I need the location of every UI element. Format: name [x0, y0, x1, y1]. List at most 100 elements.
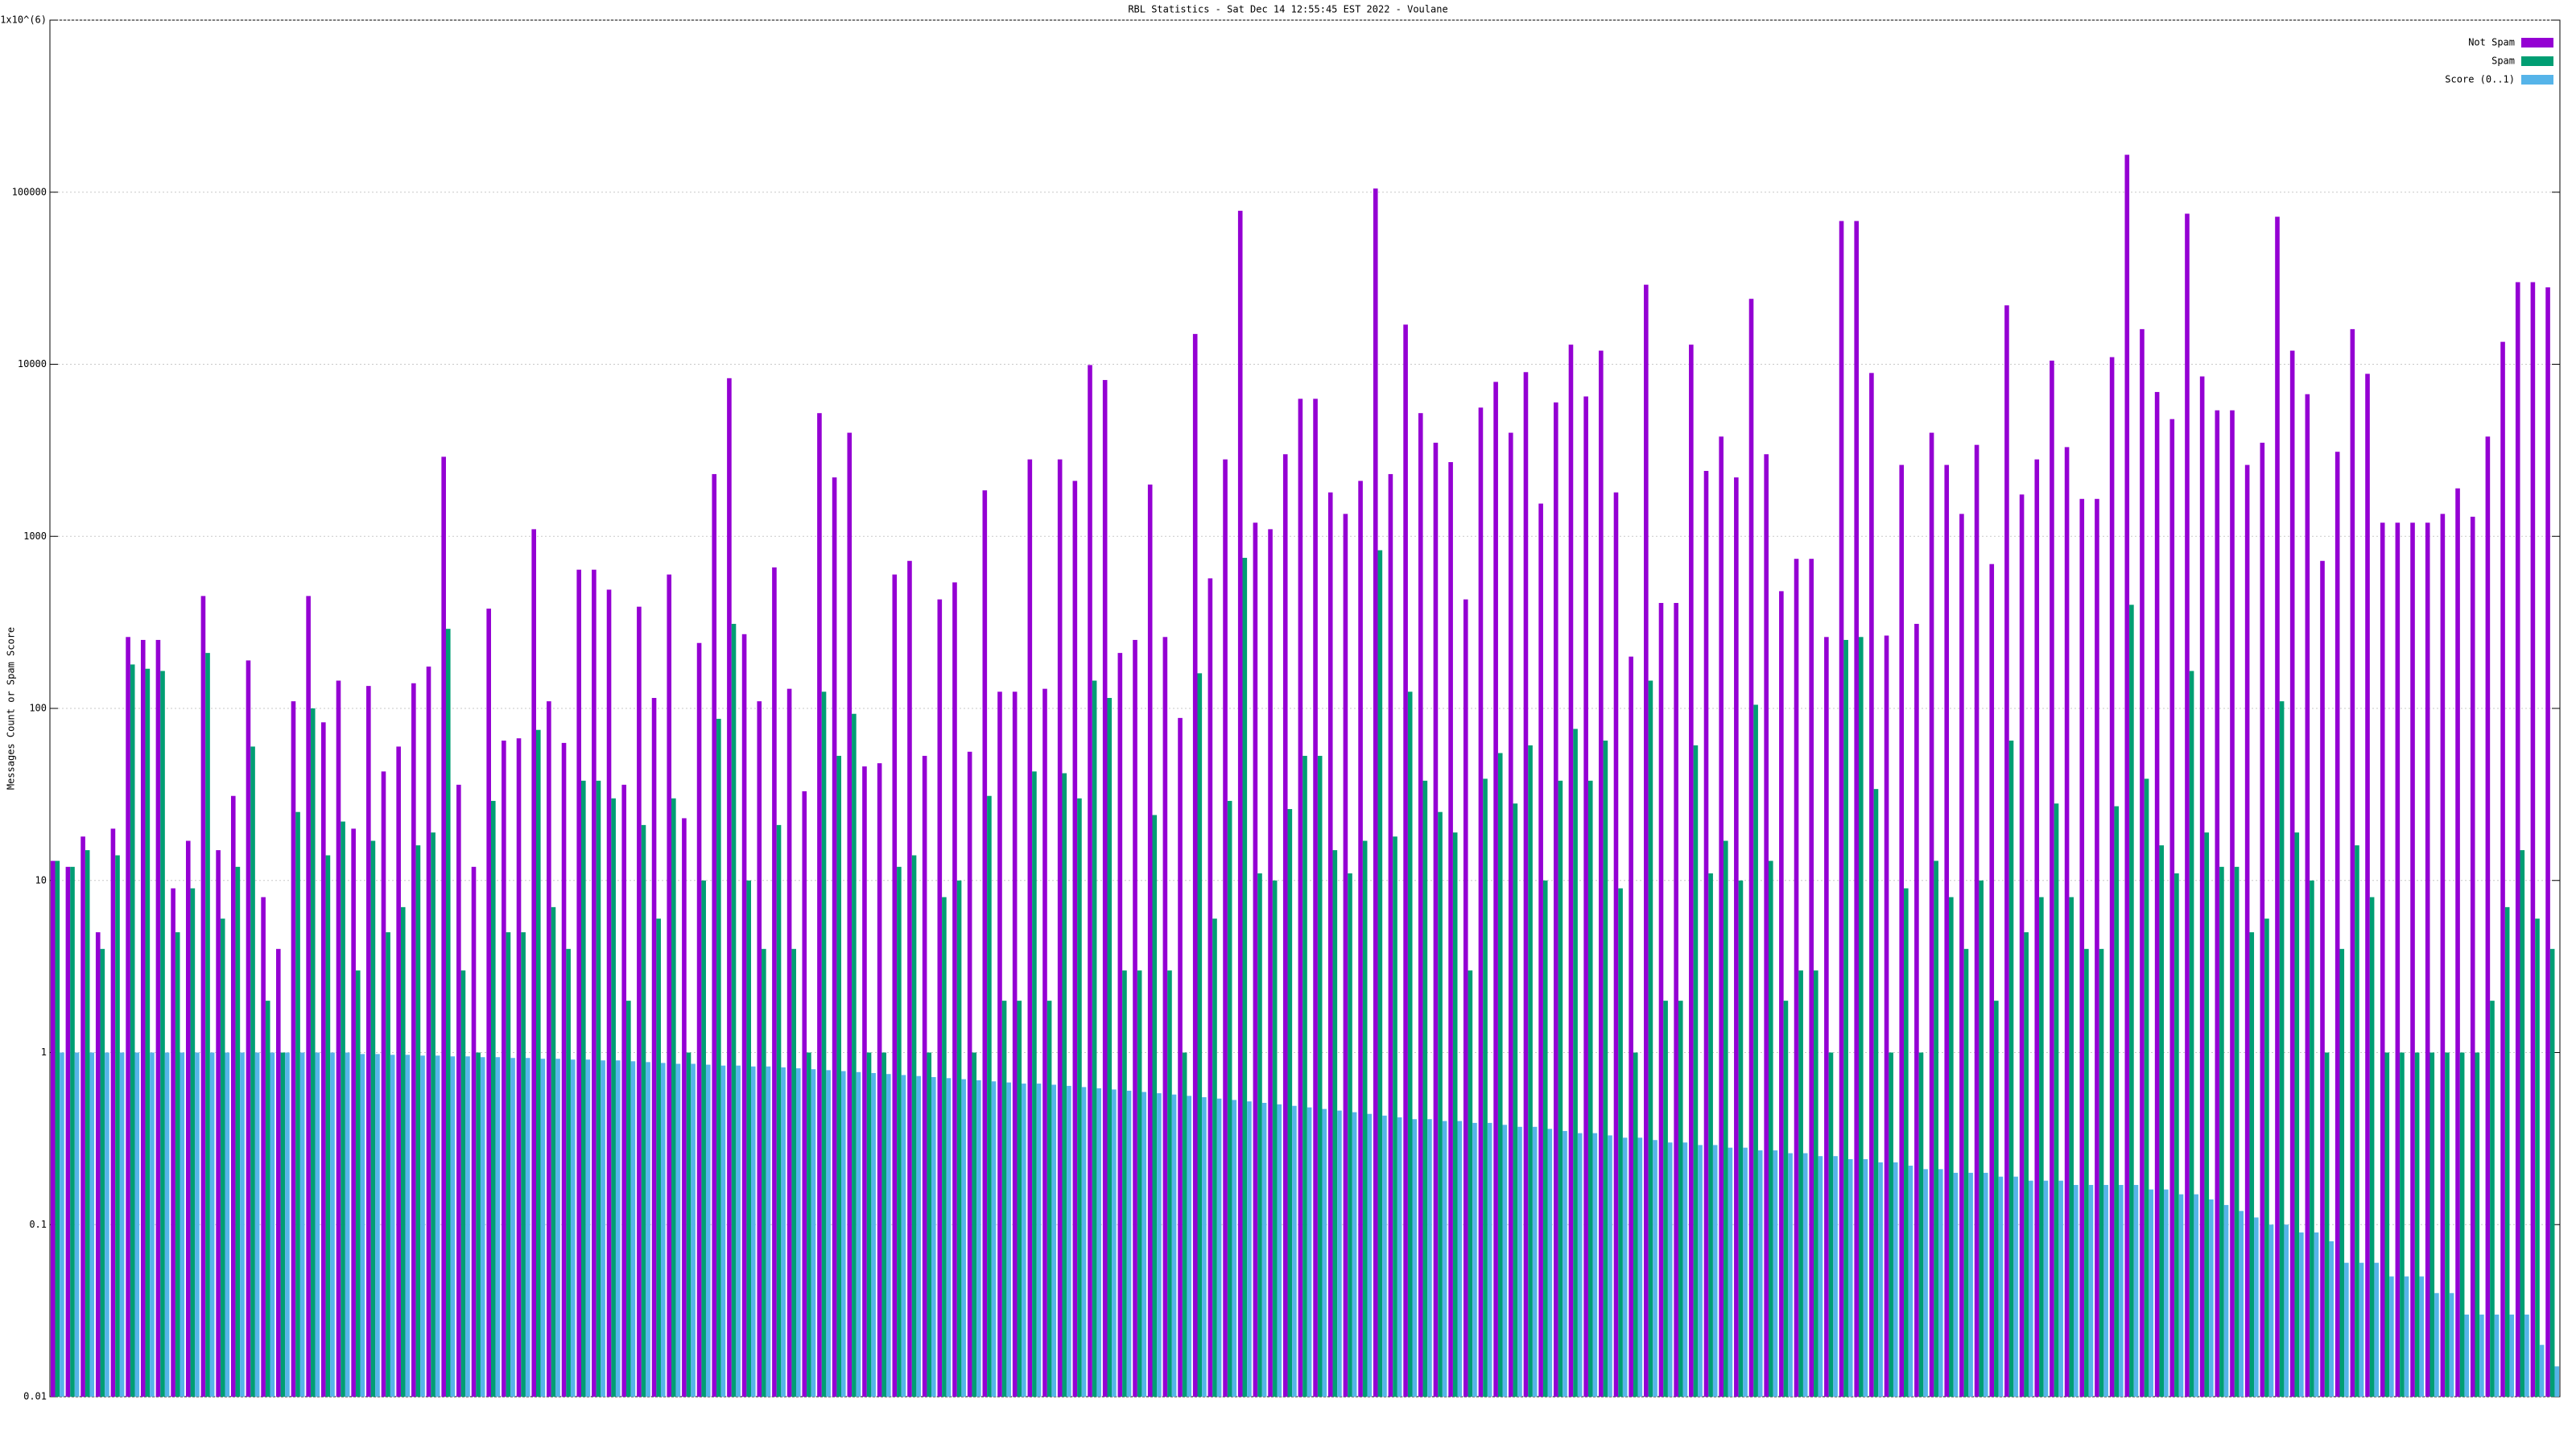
bar: [1613, 492, 1619, 1397]
chart-title: RBL Statistics - Sat Dec 14 12:55:45 EST…: [1128, 4, 1447, 15]
bar: [1327, 492, 1333, 1397]
bar: [435, 1055, 440, 1397]
y-tick-label: 0.01: [23, 1391, 47, 1402]
bar: [2144, 778, 2149, 1397]
bar: [982, 490, 988, 1397]
bar: [1302, 755, 1307, 1397]
y-tick-label: 0.1: [29, 1219, 47, 1230]
bar: [712, 473, 717, 1397]
bar: [1974, 444, 1979, 1397]
bar: [1558, 780, 1563, 1397]
bar: [961, 1079, 966, 1397]
bar: [1483, 778, 1488, 1397]
bar: [400, 906, 406, 1397]
bar: [235, 866, 241, 1397]
bar: [1313, 398, 1318, 1397]
bar: [1352, 1112, 1357, 1397]
bar: [1377, 550, 1383, 1397]
bar: [1592, 1133, 1598, 1397]
bar: [1878, 1162, 1883, 1397]
bar: [2204, 832, 2210, 1397]
bar: [119, 1052, 125, 1397]
bar: [1343, 514, 1348, 1397]
bar: [1232, 1100, 1237, 1397]
bar: [1187, 1096, 1192, 1397]
bar: [2074, 1184, 2079, 1397]
bar: [1923, 1169, 1928, 1397]
bar: [1382, 1115, 1387, 1397]
bar: [74, 1052, 80, 1397]
bar: [686, 1052, 691, 1397]
bar: [566, 948, 571, 1397]
bar: [615, 1060, 621, 1397]
bar: [1182, 1052, 1187, 1397]
bar: [171, 888, 175, 1397]
bar: [85, 850, 90, 1397]
bar: [299, 1052, 305, 1397]
bar: [105, 1052, 109, 1397]
bar: [366, 686, 371, 1397]
bar: [2400, 1052, 2405, 1397]
bar: [2140, 328, 2145, 1397]
bar: [291, 701, 296, 1397]
bar: [1212, 919, 1217, 1397]
bar: [250, 746, 255, 1397]
bar: [682, 818, 687, 1397]
legend-swatch: [2521, 56, 2553, 66]
bar: [2344, 1262, 2349, 1397]
bar: [1719, 436, 1724, 1397]
bar: [2329, 1241, 2334, 1397]
bar: [1633, 1052, 1638, 1397]
bar: [2004, 305, 2009, 1397]
bar: [547, 701, 551, 1397]
bar: [190, 888, 196, 1397]
bar: [2039, 897, 2044, 1397]
bar: [2008, 740, 2014, 1397]
bar: [630, 1061, 636, 1397]
bar: [791, 948, 796, 1397]
bar: [2445, 1052, 2450, 1397]
bar: [254, 1052, 260, 1397]
bar: [1032, 771, 1037, 1397]
bar: [841, 1071, 846, 1397]
bar: [1478, 407, 1484, 1397]
bar: [1147, 484, 1153, 1397]
bar: [1322, 1108, 1327, 1397]
bar: [1798, 970, 1803, 1397]
bar: [1764, 454, 1769, 1397]
bar: [2314, 1232, 2319, 1397]
bar: [2294, 832, 2300, 1397]
bar: [2475, 1052, 2480, 1397]
bar: [1517, 1126, 1522, 1397]
bar: [306, 596, 311, 1397]
bar: [976, 1080, 981, 1397]
bar: [445, 629, 451, 1397]
bar: [1298, 398, 1303, 1397]
bar: [115, 855, 120, 1397]
bar: [1563, 1130, 1567, 1397]
bar: [746, 880, 751, 1397]
bar: [150, 1052, 155, 1397]
bar: [1017, 1001, 1022, 1397]
y-tick-label: 10: [35, 874, 47, 886]
bar: [516, 738, 522, 1397]
bar: [2515, 282, 2520, 1397]
bar: [1824, 637, 1829, 1397]
bar: [1938, 1169, 1943, 1397]
bar: [1137, 970, 1142, 1397]
bar: [50, 861, 56, 1397]
bar: [1622, 1137, 1628, 1397]
bar: [2449, 1293, 2454, 1397]
bar: [601, 1060, 605, 1397]
bar: [1532, 1126, 1538, 1397]
bar: [561, 742, 567, 1397]
bar: [2079, 498, 2085, 1397]
bar: [1828, 1052, 1834, 1397]
bar: [420, 1055, 425, 1397]
bar: [525, 1058, 530, 1397]
bar: [637, 606, 642, 1397]
bar: [1859, 637, 1864, 1397]
bar: [2490, 1001, 2495, 1397]
bar: [1644, 284, 1649, 1397]
bar: [2264, 919, 2269, 1397]
